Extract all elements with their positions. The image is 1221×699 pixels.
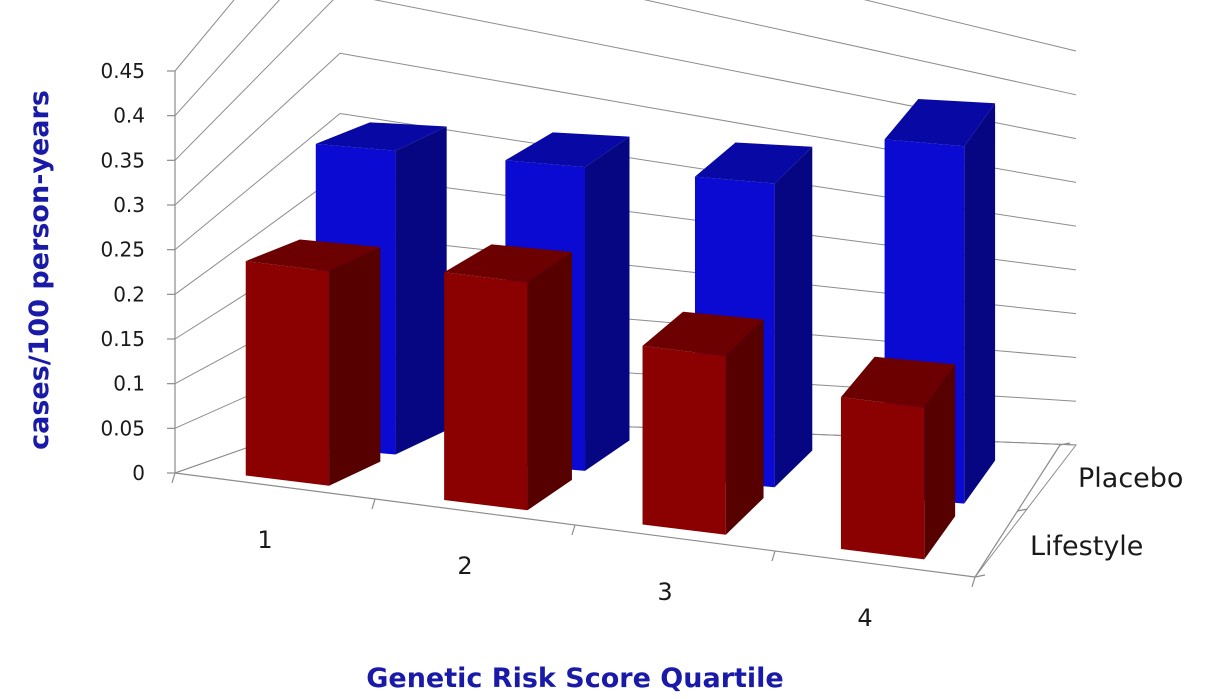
y-tick-label: 0.05 [100, 416, 145, 440]
bar-side [964, 103, 996, 504]
y-tick-label: 0.35 [100, 148, 145, 172]
bar-top [694, 142, 813, 184]
bar-lifestyle-1 [245, 239, 381, 486]
gridline-side [174, 52, 341, 206]
gridline-side [174, 0, 235, 72]
bar-side [924, 364, 956, 560]
z-tick-mark [974, 574, 986, 578]
bar-side [585, 136, 630, 471]
bar-side [725, 319, 764, 535]
bar-lifestyle-4 [840, 356, 956, 560]
gridline-side [174, 113, 341, 251]
y-tick-label: 0 [132, 461, 145, 485]
gridline-back [643, 0, 1077, 96]
gridline-back [863, 0, 1077, 52]
y-tick-label: 0.45 [100, 59, 145, 83]
bar-side [774, 146, 813, 488]
gridline-side [174, 0, 334, 161]
y-tick-label: 0.3 [113, 193, 145, 217]
bar-side [395, 126, 447, 455]
bar-lifestyle-2 [444, 244, 572, 511]
z-tick-mark [1059, 442, 1071, 446]
y-tick-label: 0.25 [100, 238, 145, 262]
bar-top [840, 356, 956, 408]
bar-top [245, 239, 381, 272]
bars [245, 98, 996, 560]
x-tick-label: 3 [657, 578, 672, 606]
x-tick-mark [971, 576, 976, 588]
y-tick-label: 0.1 [113, 372, 145, 396]
x-axis-label: Genetic Risk Score Quartile [366, 663, 784, 694]
bar-top [642, 311, 764, 357]
y-tick-label: 0.4 [113, 104, 145, 128]
tick-labels: 0 0.05 0.1 0.15 0.2 0.25 0.3 0.35 0.4 0.45 1 2 3 4 Lif… [100, 59, 1183, 632]
y-tick-label: 0.15 [100, 327, 145, 351]
series-label-placebo: Placebo [1078, 463, 1183, 494]
bar-front [245, 261, 330, 486]
series-label-lifestyle: Lifestyle [1030, 531, 1143, 562]
bar-front [444, 272, 528, 511]
x-tick-mark [771, 550, 776, 562]
bar-top [505, 132, 630, 168]
gridline-side [174, 0, 280, 117]
bar-top [884, 98, 996, 147]
x-tick-label: 1 [257, 526, 272, 554]
bar-side [527, 252, 572, 511]
y-tick-label: 0.2 [113, 282, 145, 306]
chart-axes [167, 70, 1071, 588]
x-tick-mark [171, 472, 176, 484]
x-tick-label: 4 [857, 604, 872, 632]
bar-front [642, 345, 726, 535]
bar-top [315, 122, 447, 151]
x-tick-label: 2 [457, 552, 472, 580]
z-tick-mark [1017, 508, 1028, 512]
bar-side [329, 247, 381, 486]
x-tick-mark [371, 498, 376, 510]
y-axis-label: cases/100 person-years [24, 90, 55, 450]
x-tick-mark [571, 524, 576, 536]
bar-front [840, 397, 925, 560]
bar-lifestyle-3 [642, 311, 764, 535]
bar-top [444, 244, 572, 283]
gridline-side [174, 173, 341, 295]
